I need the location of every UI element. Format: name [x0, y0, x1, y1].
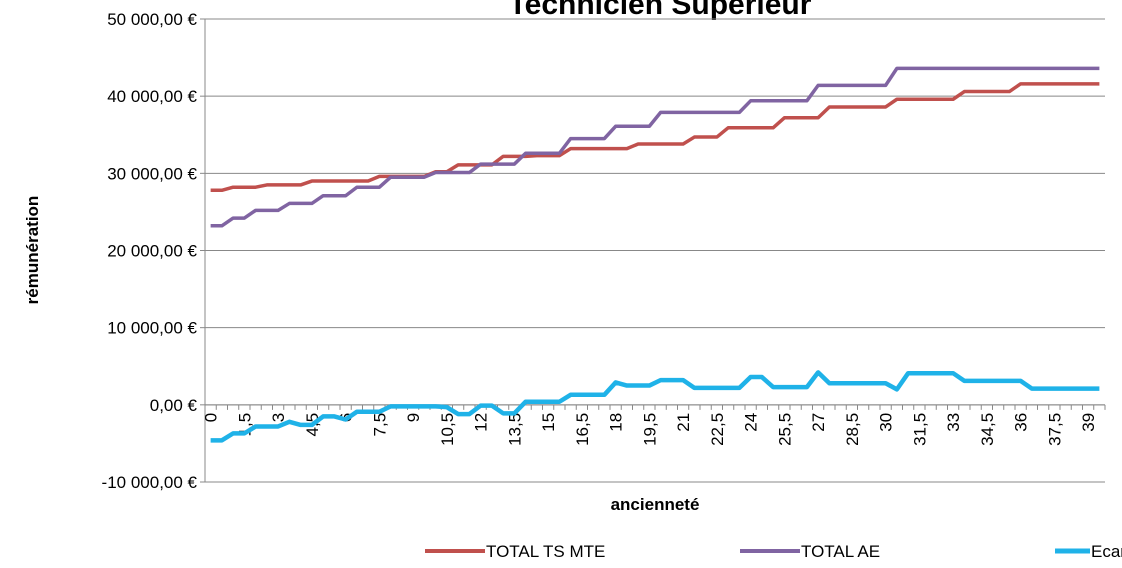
x-tick-label: 24 [742, 413, 761, 432]
x-tick-label: 18 [607, 413, 626, 432]
x-tick-label: 7,5 [370, 413, 389, 437]
x-tick-label: 31,5 [910, 413, 929, 446]
x-tick-label: 28,5 [843, 413, 862, 446]
x-tick-label: 34,5 [978, 413, 997, 446]
series-line [210, 66, 1100, 228]
x-tick-label: 13,5 [505, 413, 524, 446]
x-tick-label: 27 [809, 413, 828, 432]
x-tick-label: 19,5 [640, 413, 659, 446]
y-tick-label: 10 000,00 € [107, 319, 197, 338]
series-line [210, 370, 1100, 443]
legend-label: TOTAL AE [801, 542, 880, 561]
x-tick-label: 3 [269, 413, 288, 422]
series-line [210, 82, 1100, 193]
chart-title: Technicien Supérieur [509, 0, 812, 21]
legend-label: TOTAL TS MTE [486, 542, 605, 561]
x-tick-label: 0 [202, 413, 221, 422]
y-tick-label: 50 000,00 € [107, 10, 197, 29]
y-tick-label: 0,00 € [150, 396, 198, 415]
x-tick-label: 12 [472, 413, 491, 432]
x-tick-label: 16,5 [573, 413, 592, 446]
y-tick-label: 30 000,00 € [107, 164, 197, 183]
x-tick-label: 33 [944, 413, 963, 432]
x-tick-label: 21 [674, 413, 693, 432]
y-tick-label: 20 000,00 € [107, 242, 197, 261]
x-axis-label: ancienneté [611, 495, 700, 514]
x-tick-label: 9 [404, 413, 423, 422]
y-tick-label: 40 000,00 € [107, 87, 197, 106]
x-tick-label: 25,5 [775, 413, 794, 446]
x-tick-label: 39 [1079, 413, 1098, 432]
legend-label: Ecart [1091, 542, 1122, 561]
x-tick-label: 22,5 [708, 413, 727, 446]
x-tick-label: 36 [1012, 413, 1031, 432]
y-tick-label: -10 000,00 € [102, 473, 198, 492]
x-tick-label: 37,5 [1045, 413, 1064, 446]
x-tick-label: 15 [539, 413, 558, 432]
x-tick-label: 10,5 [438, 413, 457, 446]
x-tick-label: 30 [877, 413, 896, 432]
y-axis-label: rémunération [23, 196, 42, 305]
